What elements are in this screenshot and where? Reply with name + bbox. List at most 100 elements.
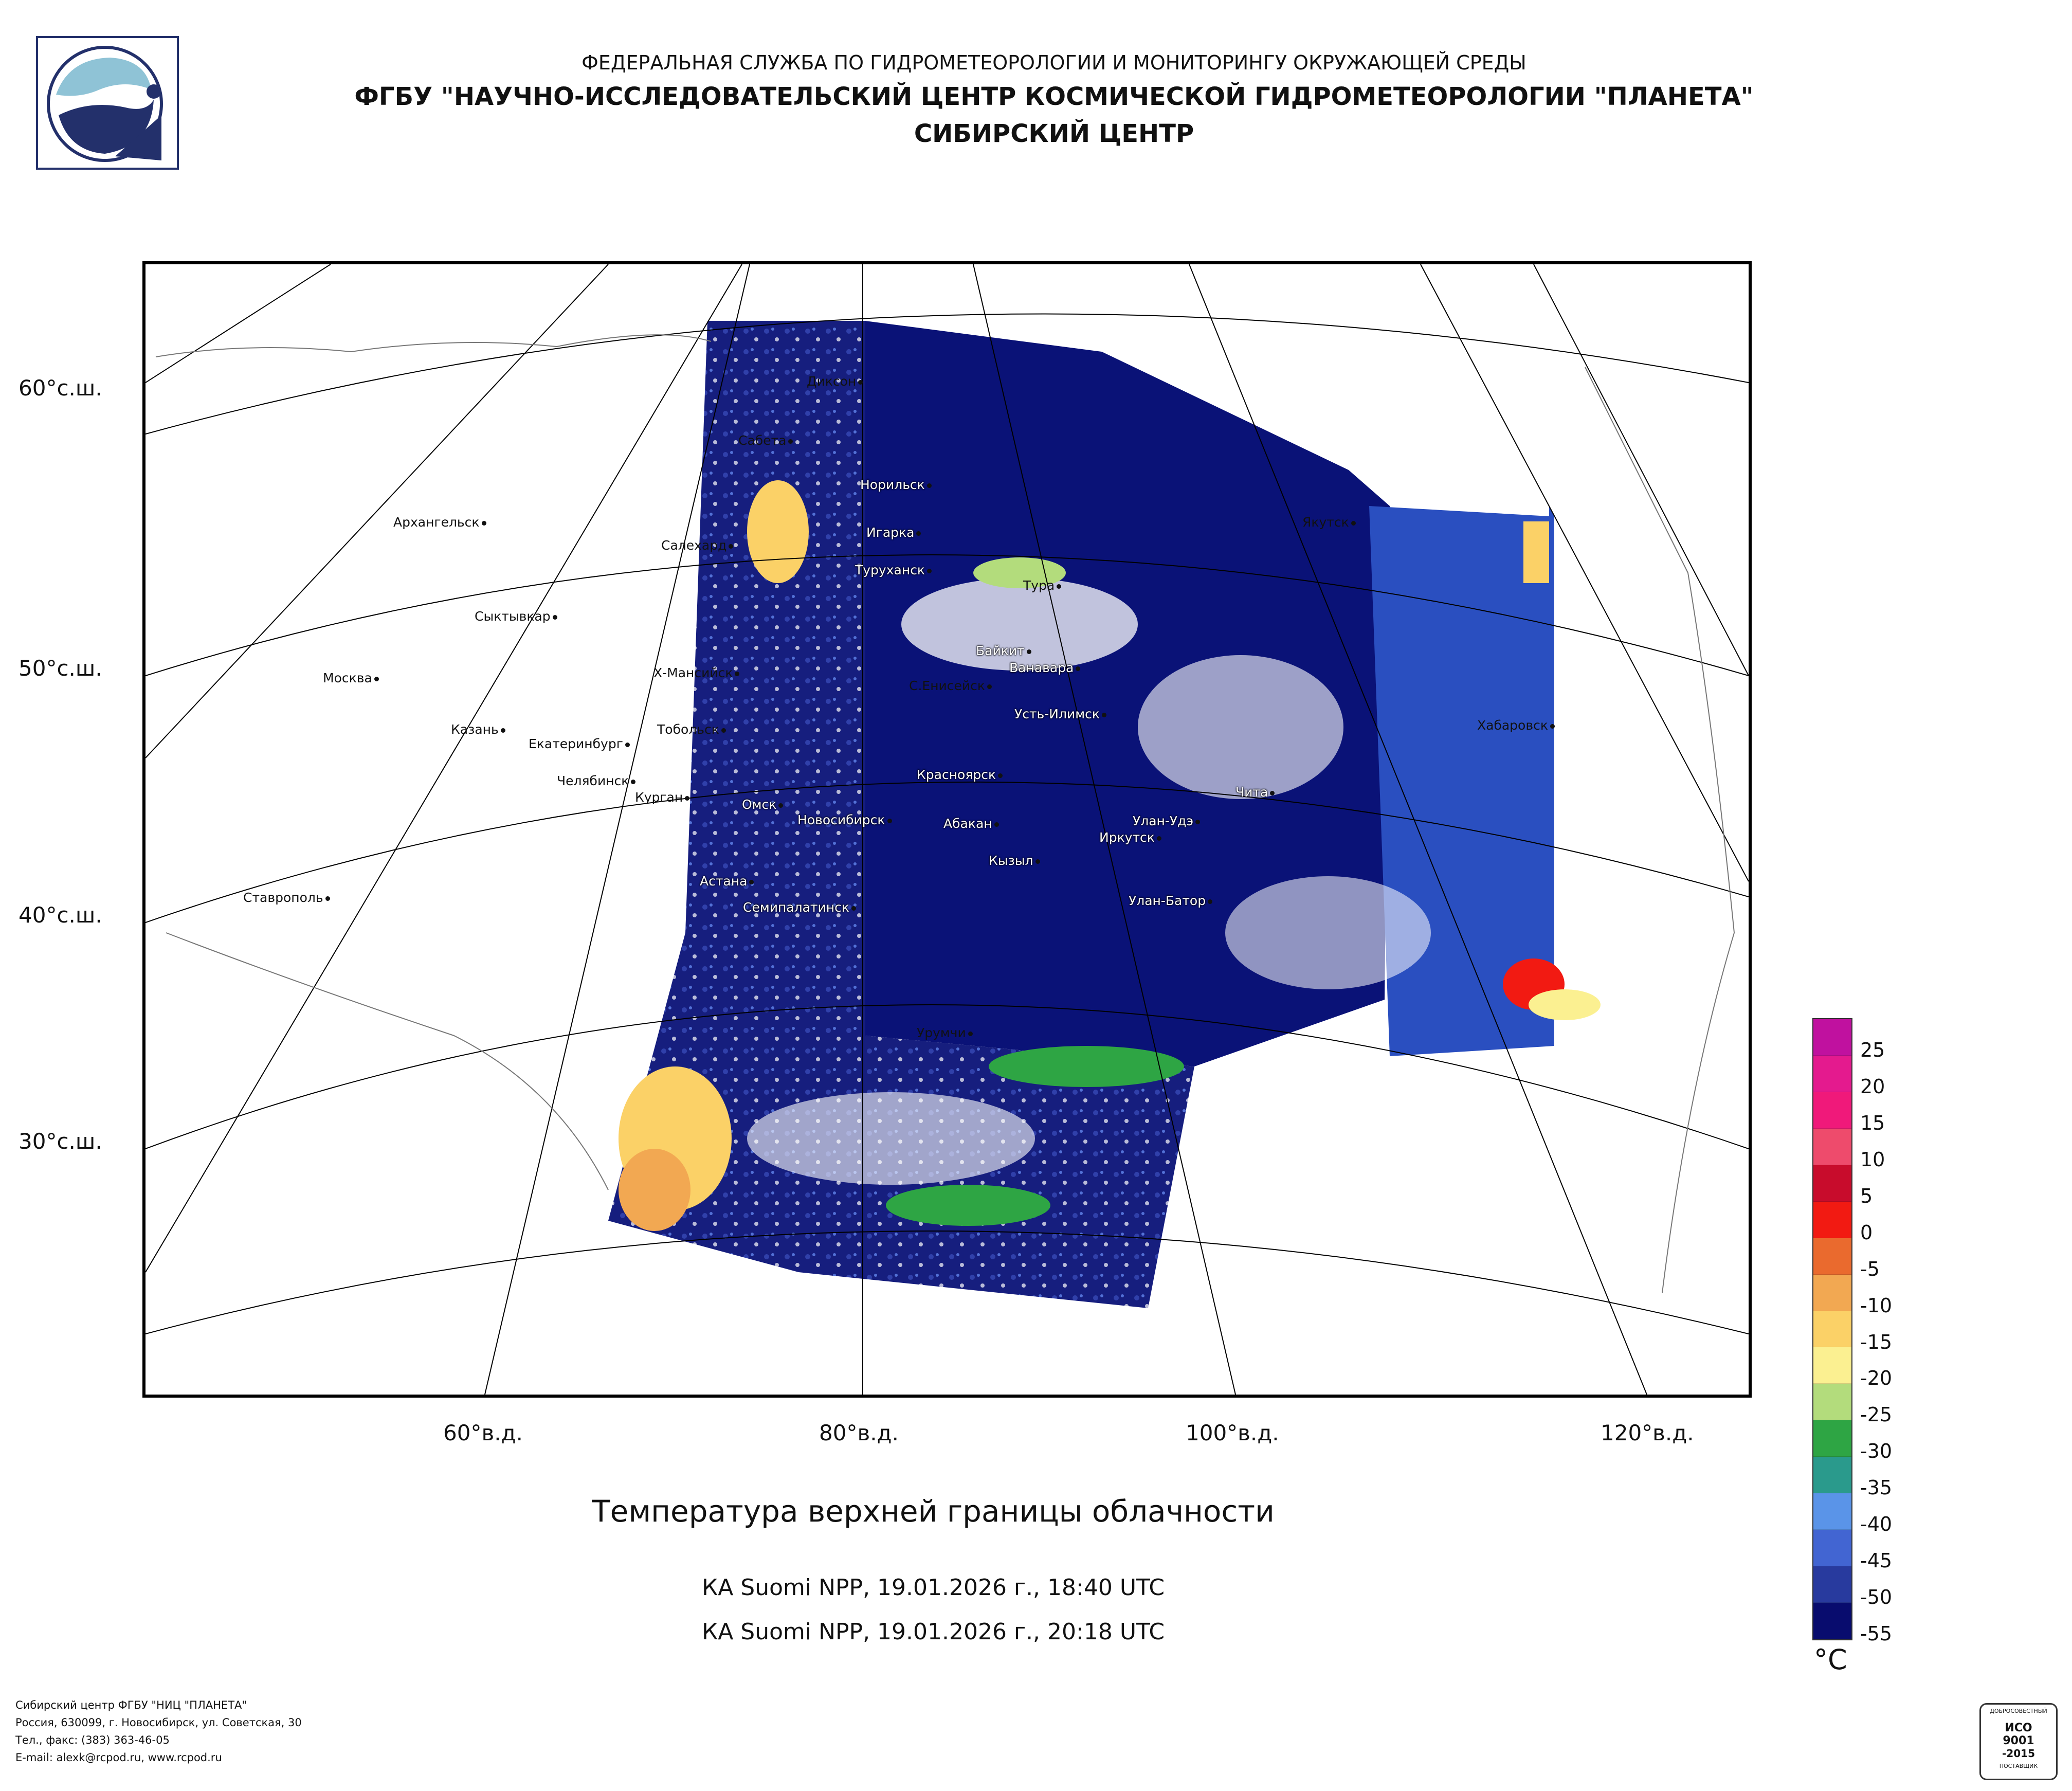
city-astana: Астана xyxy=(700,874,754,889)
city-abakan: Абакан xyxy=(943,816,999,831)
city-sabeta: Сабета xyxy=(738,433,793,448)
city-ulan-ude: Улан-Удэ xyxy=(1133,813,1201,828)
pass-2-caption: КА Suomi NPP, 19.01.2026 г., 20:18 UTC xyxy=(701,1619,1165,1645)
lon-label-60: 60°в.д. xyxy=(443,1420,523,1445)
city-vanavara: Ванавара xyxy=(1009,660,1081,675)
colorbar-tick-label: 20 xyxy=(1860,1075,1885,1098)
colorbar-cell xyxy=(1813,1457,1851,1494)
colorbar-tick-label: -5 xyxy=(1860,1257,1880,1280)
pass-1-caption: КА Suomi NPP, 19.01.2026 г., 18:40 UTC xyxy=(701,1575,1165,1601)
colorbar-tick-label: 10 xyxy=(1860,1148,1885,1171)
logo-emblem xyxy=(47,46,163,162)
city-chita: Чита xyxy=(1235,785,1275,800)
lat-label-60: 60°с.ш. xyxy=(19,375,102,401)
colorbar-cell xyxy=(1813,1566,1851,1603)
colorbar-cell xyxy=(1813,1311,1851,1348)
colorbar-tick-label: 25 xyxy=(1860,1039,1885,1061)
city-salekhard: Салехард xyxy=(661,538,734,553)
badge-year: -2015 xyxy=(2002,1747,2035,1760)
city-turukhansk: Туруханск xyxy=(855,563,932,577)
city-novosibirsk: Новосибирск xyxy=(797,812,892,827)
colorbar-tick-label: 15 xyxy=(1860,1111,1885,1134)
header-center: СИБИРСКИЙ ЦЕНТР xyxy=(914,119,1194,148)
colorbar-cell xyxy=(1813,1128,1851,1165)
legend-unit: °C xyxy=(1814,1643,1847,1676)
colorbar-cell xyxy=(1813,1420,1851,1457)
colorbar-tick-label: -30 xyxy=(1860,1440,1893,1463)
lat-label-50: 50°с.ш. xyxy=(19,656,102,681)
colorbar-tick-label: -25 xyxy=(1860,1403,1893,1426)
city-moscow: Москва xyxy=(323,671,379,685)
colorbar-tick-label: 0 xyxy=(1860,1221,1873,1244)
colorbar-cell xyxy=(1813,1092,1851,1129)
colorbar-cell xyxy=(1813,1201,1851,1238)
colorbar-cell xyxy=(1813,1530,1851,1567)
city-ust-ilimsk: Усть-Илимск xyxy=(1014,707,1106,721)
lon-label-80: 80°в.д. xyxy=(819,1420,899,1445)
colorbar-tick-label: -45 xyxy=(1860,1549,1893,1572)
footer-contacts: E-mail: alexk@rcpod.ru, www.rcpod.ru xyxy=(15,1751,222,1764)
header-organization: ФГБУ "НАУЧНО-ИССЛЕДОВАТЕЛЬСКИЙ ЦЕНТР КОС… xyxy=(354,82,1754,111)
city-semipalatinsk: Семипалатинск xyxy=(743,900,856,915)
footer-phone: Тел., факс: (383) 363-46-05 xyxy=(15,1734,170,1746)
colorbar-cell xyxy=(1813,1019,1851,1056)
city-yekaterinburg: Екатеринбург xyxy=(529,736,630,751)
colorbar-cell xyxy=(1813,1238,1851,1275)
footer-address: Россия, 630099, г. Новосибирск, ул. Сове… xyxy=(15,1716,302,1729)
colorbar-cell xyxy=(1813,1603,1851,1639)
badge-iso: ИСО xyxy=(2005,1722,2032,1734)
colorbar-cell xyxy=(1813,1055,1851,1092)
footer-org: Сибирский центр ФГБУ "НИЦ "ПЛАНЕТА" xyxy=(15,1699,247,1711)
colorbar-tick-label: -55 xyxy=(1860,1622,1893,1645)
colorbar-cell xyxy=(1813,1274,1851,1311)
city-irkutsk: Иркутск xyxy=(1099,830,1161,845)
colorbar-tick-label: -20 xyxy=(1860,1367,1893,1390)
colorbar-tick-label: 5 xyxy=(1860,1184,1873,1207)
city-khanty-mansiysk: Х-Мансийск xyxy=(653,665,740,680)
colorbar-cell xyxy=(1813,1347,1851,1384)
satellite-map: Диксон Сабета Норильск Игарка Салехард Т… xyxy=(142,261,1752,1398)
lat-label-40: 40°с.ш. xyxy=(19,902,102,928)
header-agency: ФЕДЕРАЛЬНАЯ СЛУЖБА ПО ГИДРОМЕТЕОРОЛОГИИ … xyxy=(581,51,1526,74)
city-urumqi: Урумчи xyxy=(917,1025,973,1040)
colorbar-cell xyxy=(1813,1493,1851,1530)
city-arkhangelsk: Архангельск xyxy=(393,515,486,530)
colorbar-tick-label: -10 xyxy=(1860,1294,1893,1317)
planeta-logo xyxy=(36,36,179,170)
city-ulan-bator: Улан-Батор xyxy=(1129,893,1213,908)
badge-bottom-text: ПОСТАВЩИК xyxy=(1999,1763,2038,1769)
city-khabarovsk: Хабаровск xyxy=(1477,718,1555,733)
colorbar-tick-label: -40 xyxy=(1860,1513,1893,1536)
lat-label-30: 30°с.ш. xyxy=(19,1129,102,1154)
lon-label-120: 120°в.д. xyxy=(1601,1420,1694,1445)
city-kazan: Казань xyxy=(451,722,505,737)
city-s-yeniseysk: С.Енисейск xyxy=(909,678,992,693)
colorbar-tick-label: -50 xyxy=(1860,1586,1893,1609)
lon-label-100: 100°в.д. xyxy=(1186,1420,1279,1445)
city-baykit: Байкит xyxy=(976,643,1031,658)
city-kyzyl: Кызыл xyxy=(989,853,1040,868)
badge-top-text: ДОБРОСОВЕСТНЫЙ xyxy=(1990,1708,2047,1714)
city-krasnoyarsk: Красноярск xyxy=(917,767,1003,782)
badge-number: 9001 xyxy=(2003,1734,2034,1747)
map-title: Температура верхней границы облачности xyxy=(592,1494,1275,1529)
city-kurgan: Курган xyxy=(635,790,690,805)
swath-north xyxy=(865,321,1390,1066)
city-chelyabinsk: Челябинск xyxy=(557,773,636,788)
city-tura: Тура xyxy=(1023,578,1062,593)
city-stavropol: Ставрополь xyxy=(243,890,330,905)
city-igarka: Игарка xyxy=(866,525,921,540)
temperature-colorbar xyxy=(1812,1018,1852,1640)
map-graphics xyxy=(146,264,1749,1395)
colorbar-tick-label: -35 xyxy=(1860,1476,1893,1499)
city-norilsk: Норильск xyxy=(860,477,932,492)
colorbar-cell xyxy=(1813,1165,1851,1202)
city-dikson: Диксон xyxy=(807,374,863,389)
city-yakutsk: Якутск xyxy=(1302,515,1356,530)
city-omsk: Омск xyxy=(742,797,784,812)
iso-certification-badge: ДОБРОСОВЕСТНЫЙ ИСО 9001 -2015 ПОСТАВЩИК xyxy=(1979,1703,2058,1780)
colorbar-cell xyxy=(1813,1384,1851,1421)
city-syktyvkar: Сыктывкар xyxy=(475,609,557,624)
city-tobolsk: Тобольск xyxy=(657,722,726,737)
colorbar-tick-label: -15 xyxy=(1860,1330,1893,1353)
